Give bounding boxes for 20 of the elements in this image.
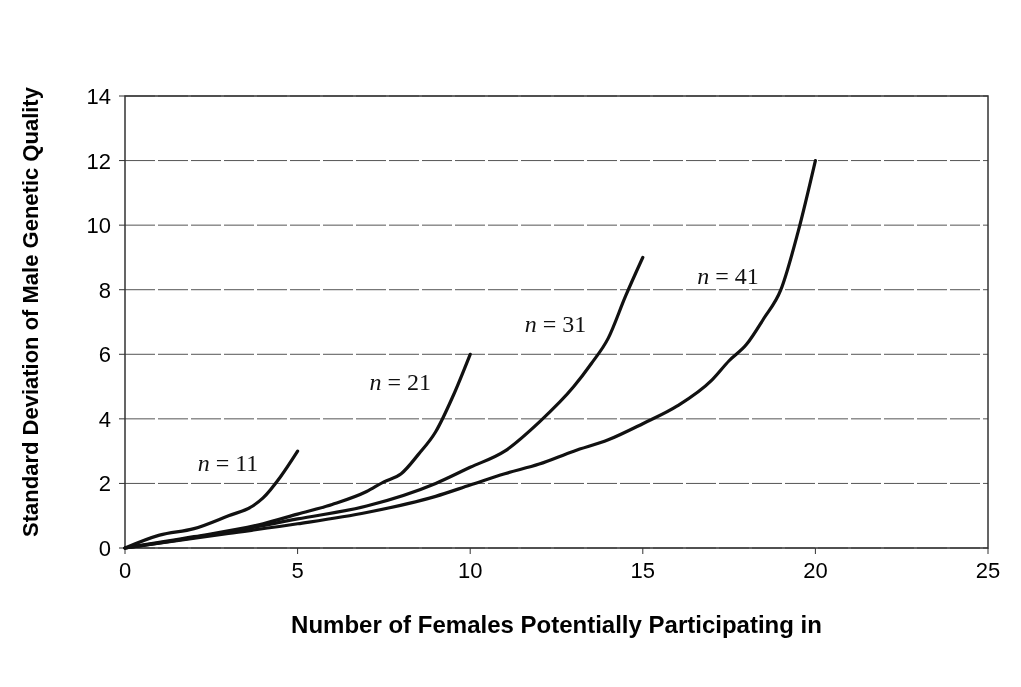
y-tick-label: 2 [98,471,111,497]
series-label: n = 31 [524,311,587,338]
x-tick-label: 15 [630,558,656,583]
x-tick-label: 20 [803,558,828,583]
y-tick-label: 14 [86,84,111,109]
y-tick-label: 10 [86,213,111,239]
y-tick-label: 0 [98,536,111,561]
x-axis-title: Number of Females Potentially Participating in [291,611,822,638]
series-label: n = 11 [197,449,259,476]
x-tick-label: 5 [291,558,304,583]
x-tick-label: 10 [457,558,483,583]
y-tick-label: 12 [86,148,111,174]
y-tick-label: 8 [98,277,111,303]
series-label: n = 21 [369,369,431,396]
series-label: n = 41 [697,262,759,289]
x-tick-label: 25 [975,558,1001,583]
y-axis-title: Standard Deviation of Male Genetic Quality [18,86,43,537]
y-tick-label: 6 [98,342,111,368]
y-tick-label: 4 [98,406,111,432]
x-tick-label: 0 [118,558,132,583]
